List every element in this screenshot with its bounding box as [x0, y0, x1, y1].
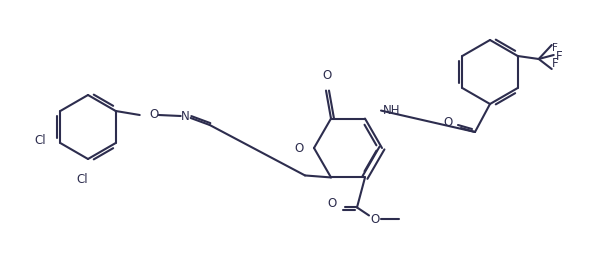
Text: O: O [444, 116, 453, 128]
Text: O: O [370, 213, 379, 226]
Text: O: O [295, 141, 304, 154]
Text: F: F [551, 43, 558, 53]
Text: O: O [328, 197, 337, 210]
Text: F: F [551, 57, 558, 70]
Text: Cl: Cl [76, 173, 88, 186]
Text: NH: NH [383, 104, 401, 117]
Text: O: O [322, 69, 331, 82]
Text: F: F [556, 50, 562, 63]
Text: O: O [149, 109, 158, 122]
Text: Cl: Cl [35, 134, 46, 147]
Text: N: N [181, 110, 190, 123]
